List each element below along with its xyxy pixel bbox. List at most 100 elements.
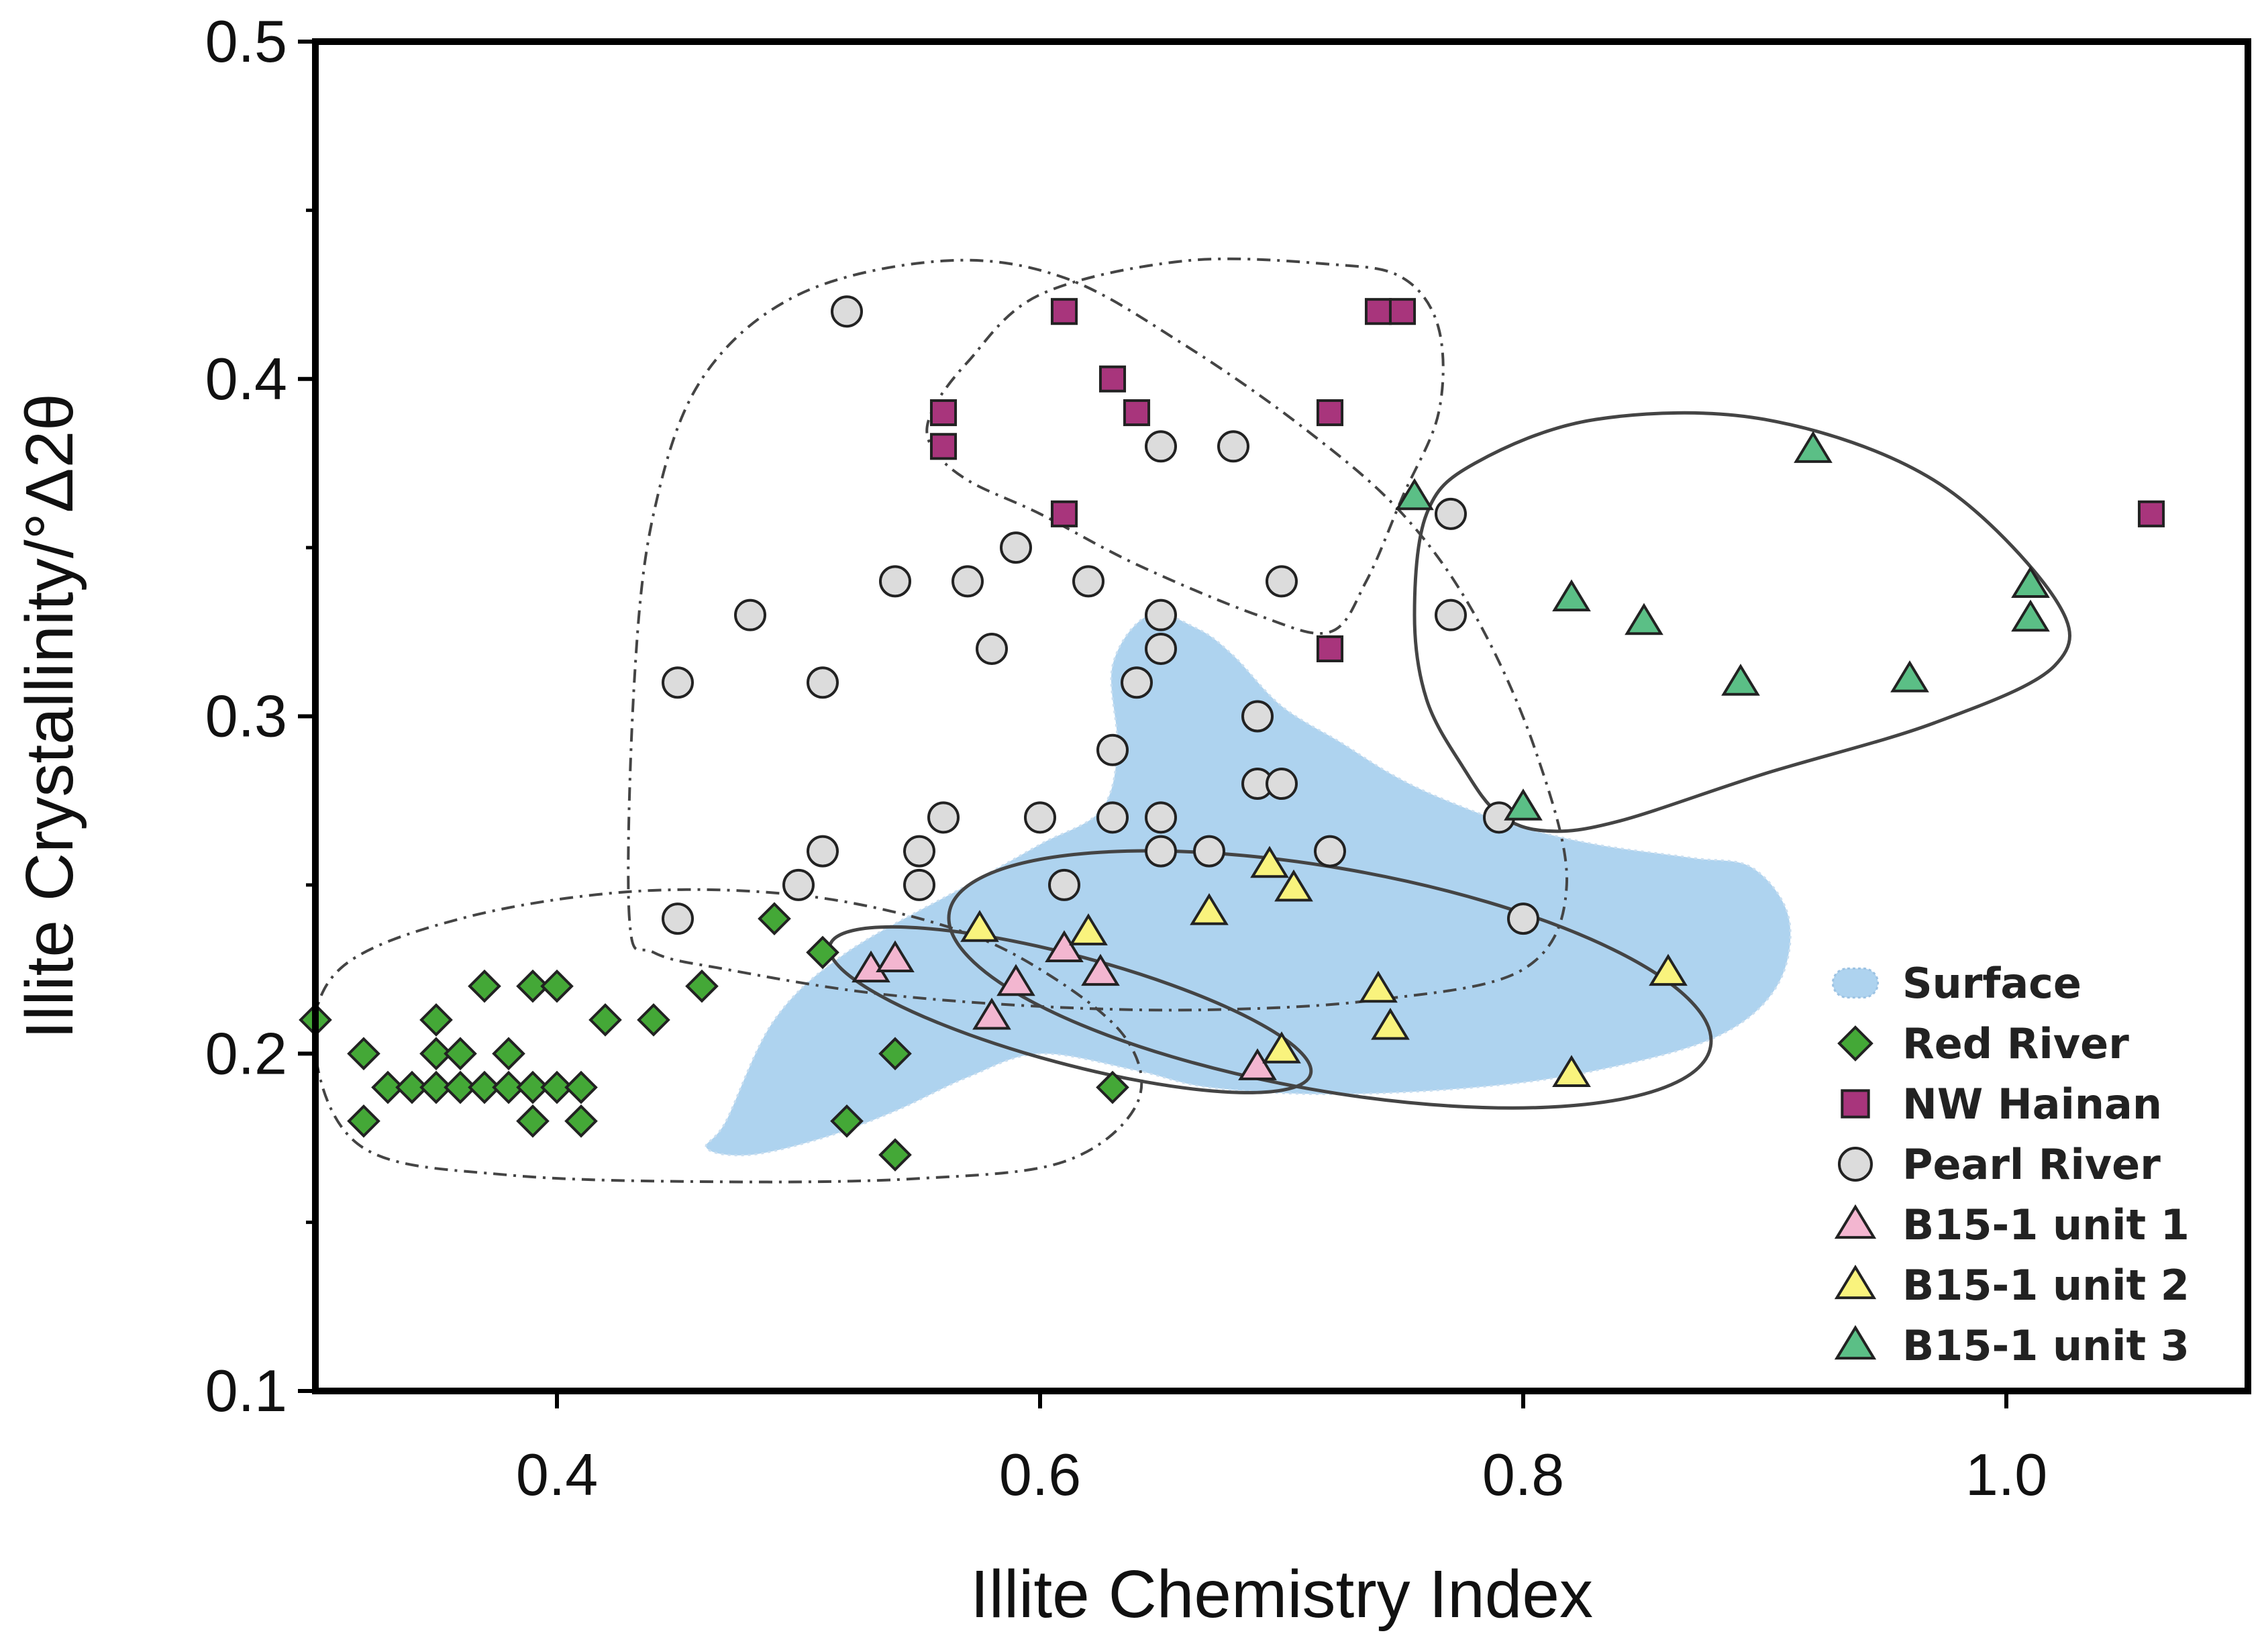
legend-label: B15-1 unit 1	[1902, 1200, 2190, 1249]
point-red-river	[1096, 1070, 1129, 1104]
point-pearl-river	[1000, 531, 1032, 564]
point-b15-1-unit-2	[960, 910, 999, 942]
point-pearl-river	[1072, 565, 1104, 598]
point-nw-hainan	[1123, 399, 1151, 427]
point-b15-1-unit-3	[1721, 664, 1760, 696]
series-b15-1-unit-3	[1395, 431, 2050, 821]
point-nw-hainan	[1098, 365, 1127, 393]
point-red-river	[830, 1104, 864, 1138]
point-b15-1-unit-2	[1262, 1031, 1301, 1064]
point-b15-1-unit-2	[1552, 1055, 1591, 1087]
point-pearl-river	[1507, 902, 1539, 935]
point-b15-1-unit-3	[1504, 788, 1543, 821]
point-red-river	[444, 1070, 477, 1104]
legend-label: Red River	[1902, 1019, 2129, 1068]
point-red-river	[685, 969, 719, 1003]
point-pearl-river	[1024, 801, 1056, 834]
point-b15-1-unit-3	[1890, 660, 1929, 692]
point-red-river	[564, 1070, 598, 1104]
region-surface	[705, 612, 1792, 1157]
point-pearl-river	[1145, 430, 1177, 463]
region-nw-hainan-envelope	[925, 257, 1445, 635]
point-b15-1-unit-1	[876, 940, 915, 973]
point-pearl-river	[807, 835, 839, 868]
point-red-river	[492, 1070, 525, 1104]
point-red-river	[758, 902, 791, 935]
y-tick-label: 0.5	[205, 8, 287, 74]
y-axis-title: Illite Crystallinity/°Δ2θ	[12, 393, 87, 1039]
point-b15-1-unit-2	[1069, 913, 1108, 945]
point-pearl-river	[903, 835, 935, 868]
point-nw-hainan	[1050, 500, 1078, 527]
point-b15-1-unit-3	[1625, 603, 1663, 635]
point-red-river	[540, 969, 574, 1003]
point-red-river	[468, 1070, 501, 1104]
region-b15-1-unit-2-envelope	[947, 849, 1713, 1110]
point-pearl-river	[1314, 835, 1346, 868]
point-nw-hainan	[1364, 298, 1392, 325]
regions-layer	[705, 612, 1792, 1157]
point-pearl-river	[734, 599, 766, 631]
legend-marker-nw-hainan	[1841, 1089, 1870, 1119]
point-pearl-river	[831, 295, 863, 328]
y-tick-label: 0.2	[205, 1020, 287, 1086]
point-nw-hainan	[929, 433, 958, 460]
point-red-river	[395, 1070, 429, 1104]
point-pearl-river	[1145, 835, 1177, 868]
point-pearl-river	[1435, 497, 1467, 530]
y-tick-label: 0.1	[205, 1357, 287, 1424]
point-b15-1-unit-1	[996, 964, 1035, 996]
point-b15-1-unit-2	[1274, 869, 1313, 902]
legend-marker-b15-1-unit-3	[1834, 1325, 1877, 1360]
point-b15-1-unit-2	[1649, 953, 1688, 986]
point-pearl-river	[1096, 733, 1129, 766]
x-axis-title: Illite Chemistry Index	[970, 1557, 1593, 1632]
point-nw-hainan	[929, 399, 958, 427]
point-red-river	[588, 1003, 622, 1037]
legend-label: Pearl River	[1902, 1140, 2161, 1189]
legend-item-b15-1-unit-2: B15-1 unit 2	[1834, 1261, 2190, 1310]
series-b15-1-unit-2	[960, 845, 1688, 1087]
point-pearl-river	[1145, 801, 1177, 834]
point-pearl-river	[952, 565, 984, 598]
point-pearl-river	[903, 868, 935, 901]
series-pearl-river	[662, 295, 1539, 935]
point-red-river	[419, 1003, 453, 1037]
legend-item-surface: Surface	[1831, 959, 2081, 1008]
point-b15-1-unit-1	[1045, 930, 1084, 962]
point-b15-1-unit-3	[1552, 579, 1591, 612]
legend-label: NW Hainan	[1902, 1080, 2162, 1129]
point-red-river	[468, 969, 501, 1003]
point-b15-1-unit-2	[1190, 892, 1229, 925]
point-red-river	[516, 1104, 550, 1138]
point-red-river	[878, 1138, 912, 1172]
point-pearl-river	[879, 565, 911, 598]
point-pearl-river	[782, 868, 815, 901]
point-pearl-river	[1145, 632, 1177, 665]
y-tick-label: 0.4	[205, 346, 287, 412]
point-pearl-river	[807, 666, 839, 699]
point-red-river	[419, 1070, 453, 1104]
axis-ticks: 0.4 0.6 0.8 1.0 0.1 0.2 0.3 0.4 0.5	[205, 8, 2048, 1508]
point-red-river	[419, 1037, 453, 1071]
point-nw-hainan	[1050, 298, 1078, 325]
point-red-river	[516, 969, 550, 1003]
point-b15-1-unit-1	[972, 997, 1011, 1030]
legend-marker-surface	[1831, 967, 1880, 999]
point-pearl-river	[1048, 868, 1080, 901]
legend-marker-pearl-river	[1838, 1147, 1873, 1182]
legend-item-b15-1-unit-1: B15-1 unit 1	[1834, 1200, 2190, 1249]
point-red-river	[564, 1104, 598, 1138]
point-pearl-river	[927, 801, 960, 834]
point-b15-1-unit-2	[1359, 970, 1398, 1003]
legend-marker-b15-1-unit-1	[1834, 1204, 1877, 1239]
region-pearl-river-envelope	[627, 258, 1569, 1012]
point-nw-hainan	[1316, 399, 1344, 427]
points-layer	[299, 295, 2165, 1172]
point-red-river	[540, 1070, 574, 1104]
point-red-river	[492, 1037, 525, 1071]
point-pearl-river	[1121, 666, 1153, 699]
legend-label: B15-1 unit 2	[1902, 1261, 2190, 1310]
point-nw-hainan	[1388, 298, 1417, 325]
